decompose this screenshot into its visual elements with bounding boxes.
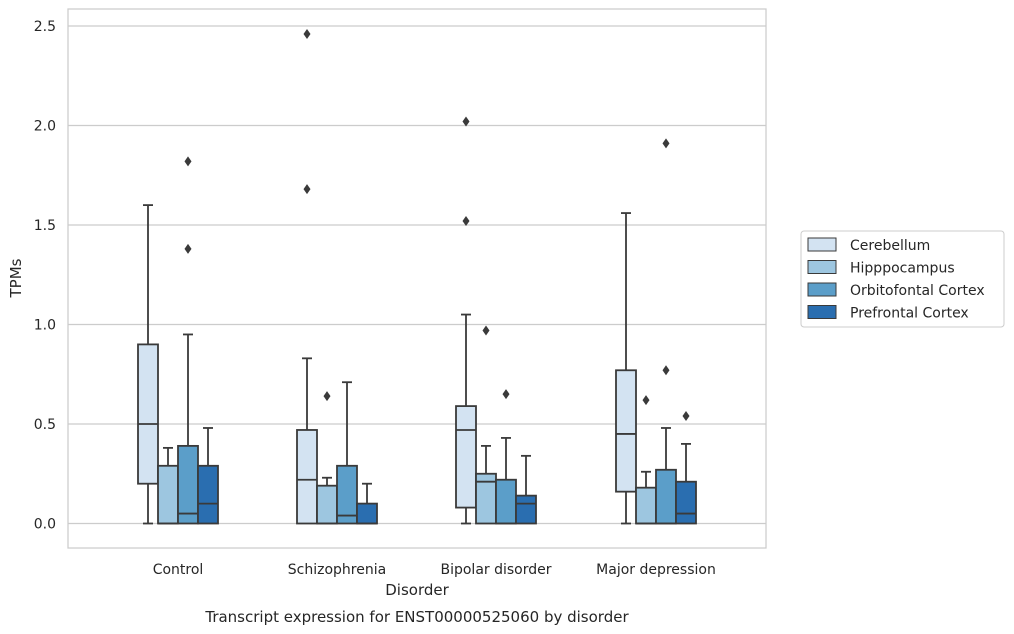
y-tick-label: 0.5 bbox=[34, 417, 56, 433]
outlier-point bbox=[303, 184, 311, 195]
y-tick-label: 0.0 bbox=[34, 517, 56, 533]
box-2-0 bbox=[177, 156, 199, 525]
box-2-2 bbox=[495, 389, 517, 525]
y-tick-labels: 0.0 0.5 1.0 1.5 2.0 2.5 bbox=[34, 19, 56, 533]
box-body bbox=[655, 468, 677, 525]
x-tick-label: Bipolar disorder bbox=[440, 562, 551, 578]
legend-swatch bbox=[807, 282, 837, 297]
outlier-point bbox=[662, 138, 670, 149]
box-body bbox=[296, 429, 318, 525]
legend-entry: Prefrontal Cortex bbox=[807, 305, 969, 322]
outlier-point bbox=[662, 365, 670, 376]
legend-label: Orbitofontal Cortex bbox=[850, 283, 985, 299]
x-tick-labels: Control Schizophrenia Bipolar disorder Majo… bbox=[153, 562, 716, 578]
box-body bbox=[197, 464, 219, 525]
legend-entry: Cerebellum bbox=[807, 237, 930, 254]
outlier-point bbox=[682, 411, 690, 422]
outlier-point bbox=[482, 325, 490, 336]
outlier-point bbox=[502, 389, 510, 400]
box-body bbox=[157, 464, 179, 525]
box-body bbox=[495, 478, 517, 525]
box-body bbox=[177, 444, 199, 525]
y-tick-label: 1.0 bbox=[34, 318, 56, 334]
box-2-1 bbox=[336, 381, 358, 525]
box-body bbox=[455, 405, 477, 509]
outlier-point bbox=[462, 216, 470, 227]
legend-swatch bbox=[807, 305, 837, 319]
box-0-3 bbox=[615, 212, 637, 525]
box-2-3 bbox=[655, 138, 677, 525]
x-axis-label: Disorder bbox=[385, 581, 449, 599]
legend-label: Prefrontal Cortex bbox=[850, 306, 969, 322]
box-body bbox=[615, 369, 637, 493]
box-body bbox=[635, 486, 657, 525]
y-axis-label: TPMs bbox=[7, 258, 25, 298]
box-0-1 bbox=[296, 28, 318, 525]
outlier-point bbox=[462, 116, 470, 127]
box-3-3 bbox=[675, 411, 697, 525]
legend-label: Cerebellum bbox=[850, 238, 930, 254]
box-0-0 bbox=[137, 204, 159, 525]
box-3-0 bbox=[197, 427, 219, 525]
y-tick-label: 2.5 bbox=[34, 19, 56, 35]
outlier-point bbox=[303, 28, 311, 39]
legend-entry: Hipppocampus bbox=[807, 260, 955, 277]
legend-frame bbox=[800, 230, 1005, 328]
x-tick-label: Control bbox=[153, 562, 204, 578]
outlier-point bbox=[642, 395, 650, 406]
box-1-2 bbox=[475, 325, 497, 525]
box-3-1 bbox=[356, 482, 378, 525]
legend: Cerebellum Hipppocampus Orbitofontal Corte… bbox=[800, 230, 1005, 328]
box-body bbox=[316, 484, 338, 525]
legend-entry: Orbitofontal Cortex bbox=[807, 282, 985, 299]
outlier-point bbox=[323, 391, 331, 402]
box-body bbox=[336, 464, 358, 525]
box-1-0 bbox=[157, 446, 179, 525]
box-3-2 bbox=[515, 454, 537, 525]
legend-swatch bbox=[807, 260, 837, 274]
box-body bbox=[137, 343, 159, 485]
plot-frame bbox=[67, 8, 767, 549]
legend-label: Hipppocampus bbox=[850, 261, 955, 277]
legend-swatch bbox=[807, 237, 837, 252]
box-1-1 bbox=[316, 391, 338, 525]
y-tick-label: 1.5 bbox=[34, 218, 56, 234]
box-body bbox=[675, 480, 697, 525]
x-tick-label: Major depression bbox=[596, 562, 716, 578]
box-body bbox=[515, 494, 537, 525]
figure-caption: Transcript expression for ENST0000052506… bbox=[204, 608, 629, 626]
x-tick-label: Schizophrenia bbox=[288, 562, 386, 578]
outlier-point bbox=[184, 156, 192, 167]
y-tick-label: 2.0 bbox=[34, 119, 56, 135]
box-0-2 bbox=[455, 116, 477, 525]
box-body bbox=[356, 502, 378, 525]
box-series bbox=[137, 28, 697, 525]
outlier-point bbox=[184, 243, 192, 254]
